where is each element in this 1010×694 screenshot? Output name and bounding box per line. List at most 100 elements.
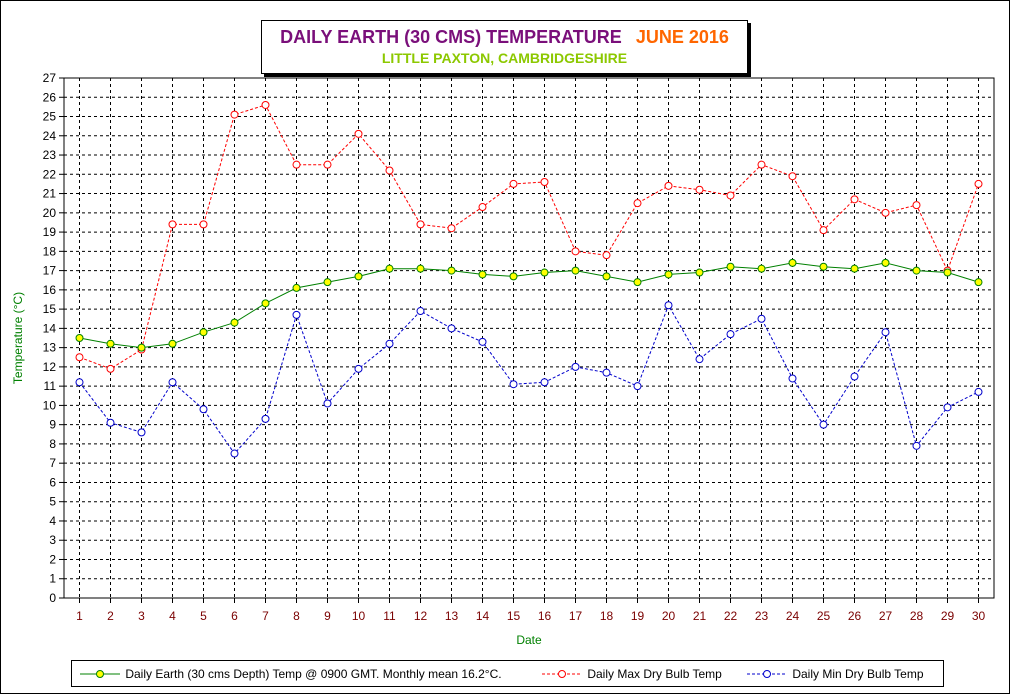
point-min	[261, 414, 270, 423]
point-min	[75, 378, 84, 387]
y-tick-label: 24	[43, 129, 57, 143]
point-earth	[757, 264, 766, 273]
point-earth	[478, 270, 487, 279]
point-min	[292, 310, 301, 319]
point-earth	[974, 278, 983, 287]
y-tick-label: 18	[43, 244, 57, 258]
title-line: DAILY EARTH (30 CMS) TEMPERATURE JUNE 201…	[262, 25, 747, 49]
y-tick-label: 13	[43, 341, 57, 355]
legend-swatch-earth	[80, 669, 120, 678]
point-min	[819, 420, 828, 429]
point-earth	[75, 334, 84, 342]
point-max	[819, 226, 828, 235]
y-tick-label: 15	[43, 302, 57, 316]
series-line-min	[79, 304, 979, 455]
x-axis-label: Date	[516, 633, 542, 647]
y-tick-label: 17	[43, 264, 57, 278]
y-tick-label: 20	[43, 206, 57, 220]
x-tick-label: 14	[476, 609, 490, 623]
point-earth	[664, 270, 673, 279]
y-tick-label: 12	[43, 360, 57, 374]
y-tick-label: 4	[49, 514, 56, 528]
point-min	[602, 368, 611, 377]
point-min	[354, 364, 363, 373]
point-max	[540, 178, 549, 186]
point-min	[478, 337, 487, 346]
y-tick-label: 8	[49, 437, 56, 451]
point-earth	[354, 272, 363, 281]
y-tick-label: 22	[43, 167, 57, 181]
point-min	[943, 403, 952, 412]
x-tick-label: 22	[724, 609, 738, 623]
x-tick-label: 3	[138, 609, 145, 623]
x-tick-label: 5	[200, 609, 207, 623]
point-max	[106, 364, 115, 373]
point-min	[850, 372, 859, 381]
legend-swatch-max	[542, 669, 582, 678]
point-max	[478, 203, 487, 212]
point-earth	[571, 266, 580, 275]
point-max	[447, 224, 456, 233]
point-max	[416, 220, 425, 229]
x-tick-label: 17	[569, 609, 583, 623]
point-earth	[292, 283, 301, 292]
point-earth	[819, 262, 828, 271]
x-tick-label: 26	[848, 609, 862, 623]
point-max	[757, 160, 766, 169]
point-max	[571, 247, 580, 256]
point-earth	[199, 328, 208, 337]
x-tick-label: 27	[879, 609, 893, 623]
point-earth	[230, 318, 239, 327]
chart-subtitle: LITTLE PAXTON, CAMBRIDGESHIRE	[381, 50, 628, 66]
point-earth	[850, 264, 859, 273]
x-tick-label: 10	[352, 609, 366, 623]
point-min	[385, 339, 394, 348]
series-line-earth	[79, 262, 979, 349]
y-tick-label: 9	[49, 418, 56, 432]
point-min	[912, 441, 921, 450]
plot-area	[63, 77, 995, 599]
chart-title: DAILY EARTH (30 CMS) TEMPERATURE	[280, 27, 622, 47]
point-earth	[385, 264, 394, 273]
point-earth	[509, 272, 518, 281]
point-min	[695, 355, 704, 364]
point-min	[974, 387, 983, 396]
y-tick-label: 1	[49, 572, 56, 586]
legend-item-min: Daily Min Dry Bulb Temp	[745, 665, 924, 682]
y-tick-label: 3	[49, 533, 56, 547]
point-min	[416, 307, 425, 316]
point-min	[199, 405, 208, 414]
point-earth	[726, 262, 735, 271]
x-tick-label: 25	[817, 609, 831, 623]
legend: Daily Earth (30 cms Depth) Temp @ 0900 G…	[71, 660, 944, 687]
point-earth	[416, 264, 425, 273]
point-earth	[943, 268, 952, 277]
point-min	[633, 382, 642, 391]
x-tick-label: 19	[631, 609, 645, 623]
y-tick-label: 21	[43, 187, 57, 201]
point-max	[695, 185, 704, 194]
point-earth	[168, 339, 177, 348]
chart-title-month: JUNE 2016	[635, 27, 729, 47]
y-tick-label: 5	[49, 495, 56, 509]
x-tick-label: 8	[293, 609, 300, 623]
point-max	[509, 179, 518, 188]
x-tick-label: 6	[231, 609, 238, 623]
y-tick-label: 26	[43, 90, 57, 104]
point-earth	[695, 268, 704, 277]
x-tick-label: 2	[107, 609, 114, 623]
legend-label-earth: Daily Earth (30 cms Depth) Temp @ 0900 G…	[125, 666, 502, 681]
point-earth	[540, 268, 549, 277]
legend-item-max: Daily Max Dry Bulb Temp	[540, 665, 722, 682]
point-min	[881, 328, 890, 337]
point-earth	[633, 278, 642, 287]
point-max	[974, 179, 983, 188]
point-max	[354, 129, 363, 138]
point-earth	[447, 266, 456, 275]
y-tick-label: 27	[43, 71, 57, 85]
point-earth	[106, 339, 115, 348]
point-min	[664, 301, 673, 310]
legend-item-earth: Daily Earth (30 cms Depth) Temp @ 0900 G…	[78, 665, 502, 682]
x-tick-label: 13	[445, 609, 459, 623]
y-axis-label: Temperature (°C)	[11, 292, 25, 384]
